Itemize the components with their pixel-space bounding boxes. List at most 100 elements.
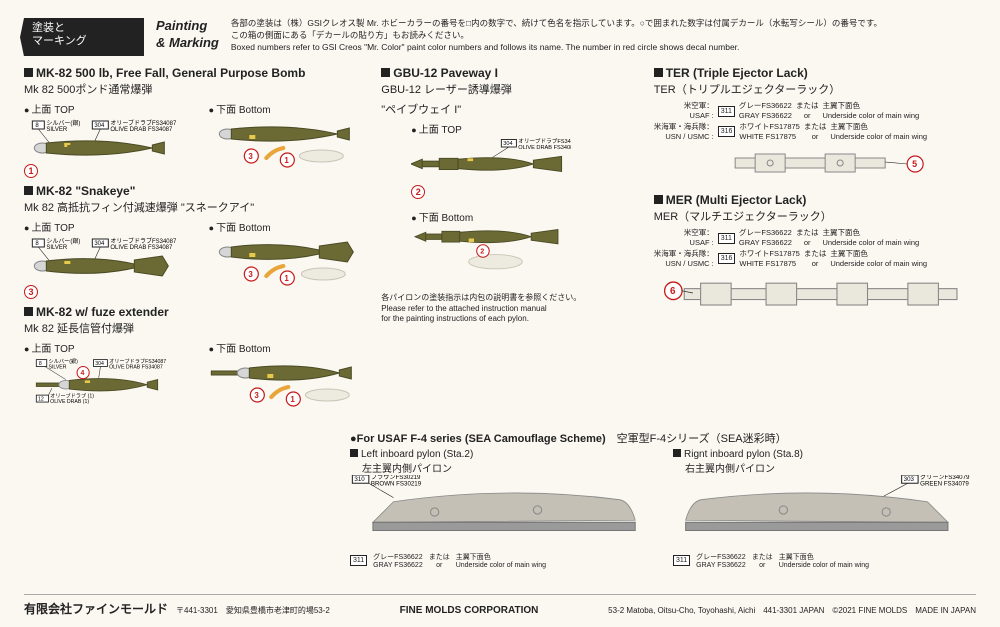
left-pylon-svg: 310 ブラウンFS30219 BROWN FS30219 (350, 475, 653, 547)
ter-sub: TER（トリプルエジェクターラック） (654, 81, 976, 97)
or-j1: または (796, 101, 819, 110)
lp-gray-e: GRAY FS36622 (373, 562, 423, 569)
m-usaf-l: 米空軍： USAF : (654, 228, 714, 248)
ter-wh-c: 316 (718, 126, 736, 137)
gbu-top-label: 上面 TOP (411, 121, 635, 136)
f-olive-e: OLIVE DRAB FS34087 (109, 365, 163, 371)
or-e1: or (804, 111, 811, 120)
lp-br-e: BROWN FS30219 (371, 480, 422, 487)
olive-jp: オリーブドラブFS34087 (110, 119, 177, 127)
gbu-sub-l1: GBU-12 レーザー誘導爆弾 (381, 81, 635, 97)
mk82-title-text: MK-82 500 lb, Free Fall, General Purpose… (36, 66, 305, 80)
ter-gray-c: 311 (718, 106, 735, 117)
or-j5: または (429, 554, 450, 561)
mer-svg: 6 (654, 269, 976, 317)
or-j4: または (804, 249, 827, 258)
mk82-bot-label: 下面 Bottom (209, 101, 364, 116)
us-j6: 主翼下面色 (779, 554, 814, 561)
or-e5: or (436, 562, 442, 569)
us-j3: 主翼下面色 (822, 228, 860, 237)
f-o1-c: 12 (38, 397, 44, 403)
snakeye-decal-3: 3 (24, 285, 38, 299)
title-badge: 塗装と マーキング (24, 18, 144, 56)
g-oe: OLIVE DRAB FS34087 (519, 145, 572, 151)
or-j2: または (804, 122, 827, 131)
snakeye-bot-label: 下面 Bottom (209, 219, 364, 234)
rp-gr-c: 303 (904, 476, 915, 483)
snakeye-title: MK-82 "Snakeye" (24, 184, 363, 198)
rp-gray-j: グレーFS36622 (696, 554, 745, 561)
gbu-title: GBU-12 Paveway I (381, 66, 635, 80)
footer-addr-jp: 〒441-3301 愛知県豊橋市老津町的場53-2 (176, 606, 330, 615)
gbu-d2b: 2 (481, 248, 485, 256)
pylon-note-en1: Please refer to the attached instruction… (381, 304, 635, 314)
header-text: 各部の塗装は（株）GSIクレオス製 Mr. ホビーカラーの番号を□内の数字で、続… (231, 18, 976, 56)
f-olive-c: 304 (95, 361, 104, 367)
mer-title: MER (Multi Ejector Lack) (654, 193, 976, 207)
or-e2: or (812, 132, 819, 141)
main-columns: MK-82 500 lb, Free Fall, General Purpose… (24, 66, 976, 412)
rp-footer: 311 グレーFS36622GRAY FS36622 またはor 主翼下面色Un… (673, 552, 976, 569)
snakeye-sub: Mk 82 高抵抗フィン付減速爆弾 "スネークアイ" (24, 199, 363, 215)
title-en-l1: Painting (156, 18, 219, 35)
m-usn-l: 米海軍・海兵隊： USN / USMC : (654, 249, 714, 269)
s-silv-en: SILVER (46, 245, 68, 251)
sn-d3: 3 (248, 270, 253, 279)
pylon-note-jp: 各パイロンの塗装指示は内包の説明書を参照ください。 (381, 293, 635, 303)
ter-gray-e: GRAY FS36622 (739, 111, 792, 120)
us-e6: Underside color of main wing (779, 562, 869, 569)
header: 塗装と マーキング Painting & Marking 各部の塗装は（株）GS… (24, 18, 976, 56)
gbu-sub-l2: "ペイブウェイ I" (381, 101, 635, 117)
ter-title-text: TER (Triple Ejector Lack) (666, 66, 808, 80)
f-silv-e: SILVER (48, 365, 66, 371)
mk82-title: MK-82 500 lb, Free Fall, General Purpose… (24, 66, 363, 80)
gbu-bot-label: 下面 Bottom (411, 209, 635, 224)
us-j4: 主翼下面色 (830, 249, 868, 258)
m-wh-c: 316 (718, 253, 736, 264)
rp-gray-e: GRAY FS36622 (696, 562, 746, 569)
us-j2: 主翼下面色 (830, 122, 868, 131)
rp-gr-e: GREEN FS34079 (920, 480, 969, 487)
s-olive-jp: オリーブドラブFS34087 (110, 237, 177, 245)
ter-svg: 5 (654, 142, 976, 186)
badge-jp-l2: マーキング (32, 35, 136, 48)
fuze-title-text: MK-82 w/ fuze extender (36, 305, 169, 319)
or-e4: or (812, 259, 819, 268)
m-gray-e: GRAY FS36622 (739, 238, 792, 247)
ter-wh-e: WHITE FS17875 (739, 132, 796, 141)
lp-gray-c: 311 (350, 555, 367, 566)
mer-options: 米空軍： USAF : 311 グレーFS36622GRAY FS36622 ま… (654, 228, 976, 268)
rp-title-jp: 右主翼内側パイロン (685, 460, 976, 475)
f-silv-c: 8 (39, 361, 42, 367)
col-right: TER (Triple Ejector Lack) TER（トリプルエジェクター… (654, 66, 976, 412)
mk82-decal-1: 1 (24, 164, 38, 178)
usaf-t-en: For USAF F-4 series (SEA Camouflage Sche… (357, 433, 606, 445)
mk82-sub: Mk 82 500ポンド通常爆弾 (24, 81, 363, 97)
gbu-decal-2t: 2 (411, 185, 425, 199)
m-gray-j: グレーFS36622 (739, 228, 792, 237)
ter-gray-j: グレーFS36622 (739, 101, 792, 110)
col-left: MK-82 500 lb, Free Fall, General Purpose… (24, 66, 363, 412)
mk82-bot-svg: 3 1 (209, 118, 364, 170)
usaf-sec-title: ●For USAF F-4 series (SEA Camouflage Sch… (350, 430, 976, 446)
snakeye-title-text: MK-82 "Snakeye" (36, 184, 135, 198)
m-wh-j: ホワイトFS17875 (739, 249, 799, 258)
m-gray-c: 311 (718, 233, 735, 244)
f-o1-e: OLIVE DRAB (1) (50, 399, 89, 405)
mer-title-text: MER (Multi Ejector Lack) (666, 193, 807, 207)
footer-addr-en: 53-2 Matoba, Oitsu-Cho, Toyohashi, Aichi… (608, 605, 976, 616)
olive-code: 304 (94, 123, 105, 129)
rp-title-en: Rignt inboard pylon (Sta.8) (673, 449, 976, 460)
title-en-l2: & Marking (156, 35, 219, 52)
m-wh-e: WHITE FS17875 (739, 259, 796, 268)
footer: 有限会社ファインモールド 〒441-3301 愛知県豊橋市老津町的場53-2 F… (24, 594, 976, 617)
right-pylon: Rignt inboard pylon (Sta.8) 右主翼内側パイロン 30… (673, 449, 976, 569)
olive-en: OLIVE DRAB FS34087 (110, 127, 173, 133)
right-pylon-svg: 303 グリーンFS34079 GREEN FS34079 (673, 475, 976, 547)
mk82-dec-1: 1 (284, 156, 289, 165)
ter-wh-j: ホワイトFS17875 (739, 122, 799, 131)
us-e1: Underside color of main wing (822, 111, 919, 120)
s-olive-code: 304 (94, 241, 105, 247)
us-e3: Underside color of main wing (822, 238, 919, 247)
silver-en: SILVER (46, 127, 68, 133)
